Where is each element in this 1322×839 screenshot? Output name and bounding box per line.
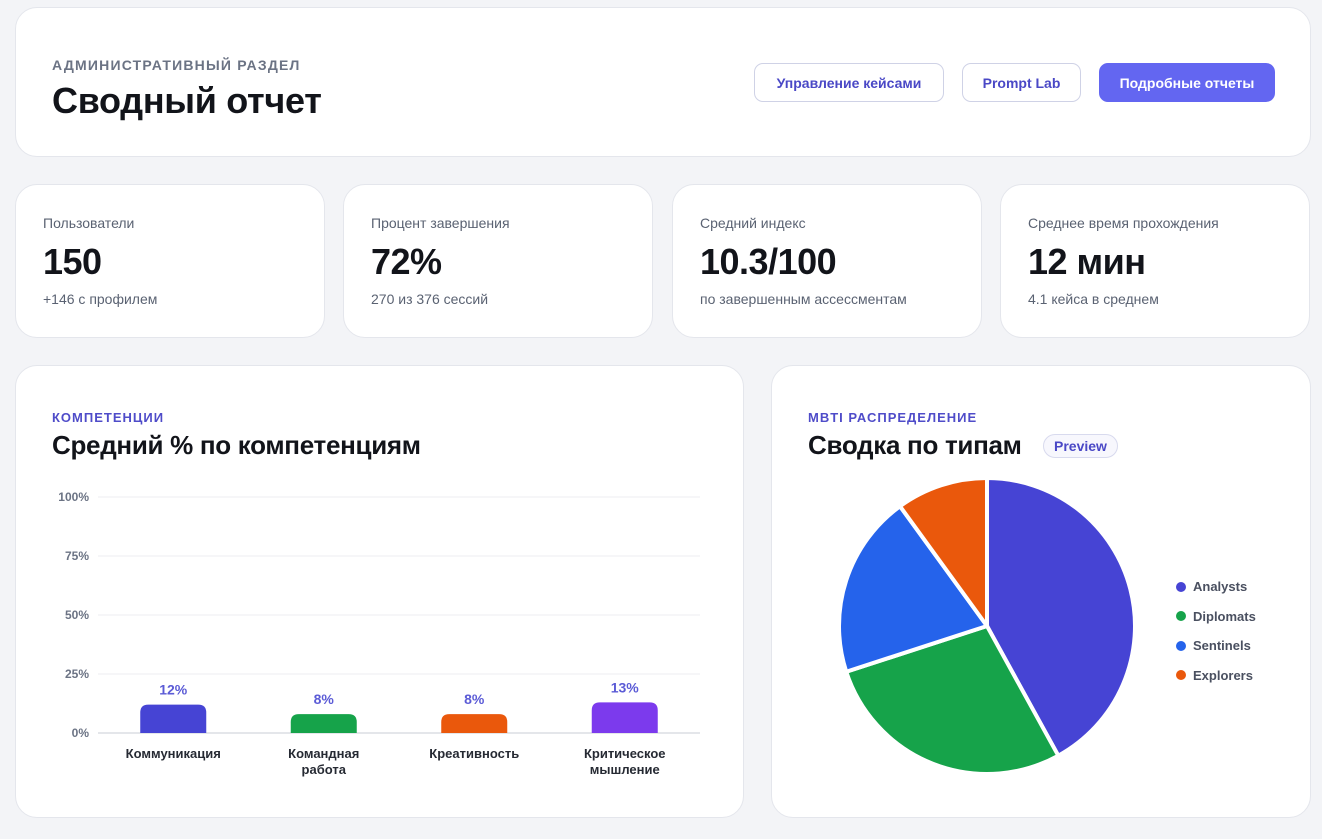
legend-item: Diplomats — [1176, 602, 1256, 632]
stat-card-average-time: Среднее время прохождения 12 мин 4.1 кей… — [1000, 184, 1310, 338]
stat-label: Пользователи — [43, 215, 135, 231]
bar-value-label: 12% — [159, 682, 188, 698]
bar — [140, 704, 207, 733]
y-tick-label: 25% — [65, 667, 89, 681]
stat-label: Среднее время прохождения — [1028, 215, 1219, 231]
x-category-label: Коммуникация — [126, 746, 221, 761]
legend-label: Explorers — [1193, 667, 1253, 683]
detailed-reports-button[interactable]: Подробные отчеты — [1099, 63, 1275, 102]
bar — [290, 714, 357, 733]
pie-slice — [844, 624, 1061, 776]
page-title: Сводный отчет — [52, 80, 322, 121]
bar-value-label: 8% — [314, 691, 335, 707]
pie-slice — [837, 504, 989, 674]
legend-swatch — [1176, 611, 1186, 622]
legend-item: Analysts — [1176, 572, 1256, 602]
y-tick-label: 75% — [65, 549, 89, 563]
legend-item: Sentinels — [1176, 631, 1256, 661]
x-category-label: Командная — [288, 746, 359, 761]
section-eyebrow: АДМИНИСТРАТИВНЫЙ РАЗДЕЛ — [52, 57, 301, 73]
stat-card-completion: Процент завершения 72% 270 из 376 сессий — [343, 184, 653, 338]
mbti-title: Сводка по типам — [808, 430, 1022, 460]
y-tick-label: 0% — [72, 726, 90, 740]
competencies-title: Средний % по компетенциям — [52, 430, 421, 460]
x-category-label: Критическое — [584, 746, 666, 761]
stat-subtext: по завершенным ассессментам — [700, 291, 907, 307]
mbti-legend: Analysts Diplomats Sentinels Explorers — [1176, 572, 1256, 690]
mbti-pie-chart — [837, 476, 1137, 776]
legend-swatch — [1176, 581, 1186, 592]
bar — [441, 714, 508, 733]
legend-label: Sentinels — [1193, 638, 1251, 654]
legend-label: Diplomats — [1193, 608, 1256, 624]
y-tick-label: 100% — [58, 490, 89, 504]
stat-card-average-index: Средний индекс 10.3/100 по завершенным а… — [672, 184, 982, 338]
legend-item: Explorers — [1176, 661, 1256, 691]
prompt-lab-button[interactable]: Prompt Lab — [962, 63, 1081, 102]
stat-value: 12 мин — [1028, 241, 1146, 282]
competencies-eyebrow: КОМПЕТЕНЦИИ — [52, 410, 165, 425]
x-category-label: мышление — [590, 762, 660, 777]
preview-badge: Preview — [1043, 434, 1118, 458]
x-category-label: Креативность — [429, 746, 519, 761]
stat-value: 10.3/100 — [700, 241, 837, 282]
bar-value-label: 8% — [464, 691, 485, 707]
mbti-card: MBTI РАСПРЕДЕЛЕНИЕ Сводка по типам Previ… — [771, 365, 1311, 818]
bar — [591, 702, 658, 733]
legend-label: Analysts — [1193, 579, 1248, 595]
stat-card-users: Пользователи 150 +146 с профилем — [15, 184, 325, 338]
bar-value-label: 13% — [611, 679, 640, 695]
stat-subtext: 4.1 кейса в среднем — [1028, 291, 1159, 307]
legend-swatch — [1176, 670, 1186, 681]
pie-slice — [985, 476, 1137, 758]
header-card: АДМИНИСТРАТИВНЫЙ РАЗДЕЛ Сводный отчет Уп… — [15, 7, 1311, 157]
mbti-eyebrow: MBTI РАСПРЕДЕЛЕНИЕ — [808, 410, 978, 425]
stat-label: Средний индекс — [700, 215, 806, 231]
manage-cases-button[interactable]: Управление кейсами — [754, 63, 944, 102]
stat-subtext: +146 с профилем — [43, 291, 158, 307]
pie-slice — [898, 476, 989, 628]
competencies-bar-chart: 0% 25% 50% 75% 100% 12% Коммуникация 8% Командна… — [58, 490, 700, 777]
legend-swatch — [1176, 640, 1186, 651]
stat-label: Процент завершения — [371, 215, 510, 231]
y-tick-label: 50% — [65, 608, 89, 622]
x-category-label: работа — [302, 762, 347, 777]
competencies-card: 0% 25% 50% 75% 100% 12% Коммуникация 8% Командна… — [15, 365, 744, 818]
stat-value: 150 — [43, 241, 102, 282]
stat-value: 72% — [371, 241, 442, 282]
stat-subtext: 270 из 376 сессий — [371, 291, 489, 307]
